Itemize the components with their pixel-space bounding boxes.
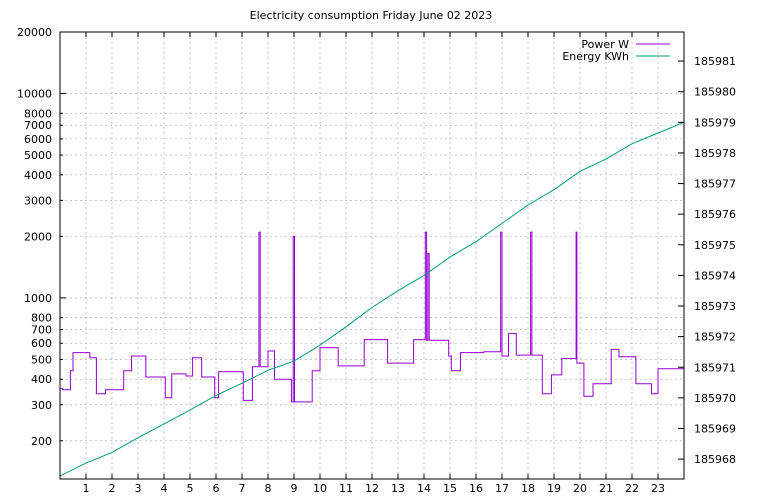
x-tick-label: 21: [599, 482, 613, 495]
y-left-tick-label: 20000: [17, 26, 52, 39]
chart-title: Electricity consumption Friday June 02 2…: [250, 9, 493, 22]
y-left-tick-label: 1000: [24, 292, 52, 305]
y-left-tick-label: 800: [31, 312, 52, 325]
x-tick-label: 4: [161, 482, 168, 495]
x-tick-label: 7: [239, 482, 246, 495]
x-tick-label: 16: [469, 482, 483, 495]
x-tick-label: 5: [187, 482, 194, 495]
plot-area: [59, 121, 685, 477]
y-right-tick-label: 185973: [694, 300, 736, 313]
x-tick-label: 6: [213, 482, 220, 495]
x-tick-label: 19: [547, 482, 561, 495]
plot-frame: [59, 31, 685, 480]
y-right-tick-label: 185979: [694, 116, 736, 129]
x-tick-label: 15: [443, 482, 457, 495]
y-left-tick-label: 8000: [24, 107, 52, 120]
y-right-tick-label: 185970: [694, 392, 736, 405]
series-line-power: [60, 231, 684, 403]
y-right-tick-label: 185976: [694, 208, 736, 221]
x-tick-label: 23: [651, 482, 665, 495]
y-right-tick-label: 185977: [694, 178, 736, 191]
y-left-tick-label: 400: [31, 373, 52, 386]
x-tick-label: 17: [495, 482, 509, 495]
y-left-tick-label: 7000: [24, 119, 52, 132]
x-tick-label: 1: [83, 482, 90, 495]
y-left-tick-label: 2000: [24, 230, 52, 243]
y-left-tick-label: 6000: [24, 133, 52, 146]
y-right-tick-label: 185981: [694, 55, 736, 68]
x-tick-label: 13: [391, 482, 405, 495]
y-right-tick-label: 185974: [694, 269, 736, 282]
y-left-tick-label: 600: [31, 337, 52, 350]
y-right-tick-label: 185972: [694, 331, 736, 344]
y-left-tick-label: 500: [31, 353, 52, 366]
y-left-tick-label: 200: [31, 435, 52, 448]
y-right-tick-label: 185975: [694, 239, 736, 252]
grid: [60, 31, 684, 479]
x-tick-label: 3: [135, 482, 142, 495]
y-left-tick-label: 10000: [17, 88, 52, 101]
x-tick-label: 22: [625, 482, 639, 495]
x-tick-label: 2: [109, 482, 116, 495]
x-tick-label: 20: [573, 482, 587, 495]
series-line-energy: [59, 121, 685, 477]
y-right-tick-label: 185980: [694, 86, 736, 99]
y-right-tick-label: 185978: [694, 147, 736, 160]
y-right-tick-label: 185968: [694, 453, 736, 466]
y-left-tick-label: 5000: [24, 149, 52, 162]
y-left-tick-label: 3000: [24, 194, 52, 207]
axis-ticks: 1 2 3 4 5 6 7 8 9 10 11 12 13 14 15 16 17 18 19 20 21 22 23100…: [17, 26, 736, 495]
x-tick-label: 14: [417, 482, 431, 495]
x-tick-label: 10: [313, 482, 327, 495]
y-left-tick-label: 700: [31, 324, 52, 337]
x-tick-label: 12: [365, 482, 379, 495]
x-tick-label: 11: [339, 482, 353, 495]
x-tick-label: 9: [291, 482, 298, 495]
legend-entry-label: Energy KWh: [562, 50, 629, 63]
y-left-tick-label: 4000: [24, 169, 52, 182]
y-left-tick-label: 300: [31, 399, 52, 412]
x-tick-label: 8: [265, 482, 272, 495]
y-right-tick-label: 185971: [694, 361, 736, 374]
x-tick-label: 18: [521, 482, 535, 495]
y-right-tick-label: 185969: [694, 422, 736, 435]
legend-entry-label: Power W: [581, 38, 629, 51]
